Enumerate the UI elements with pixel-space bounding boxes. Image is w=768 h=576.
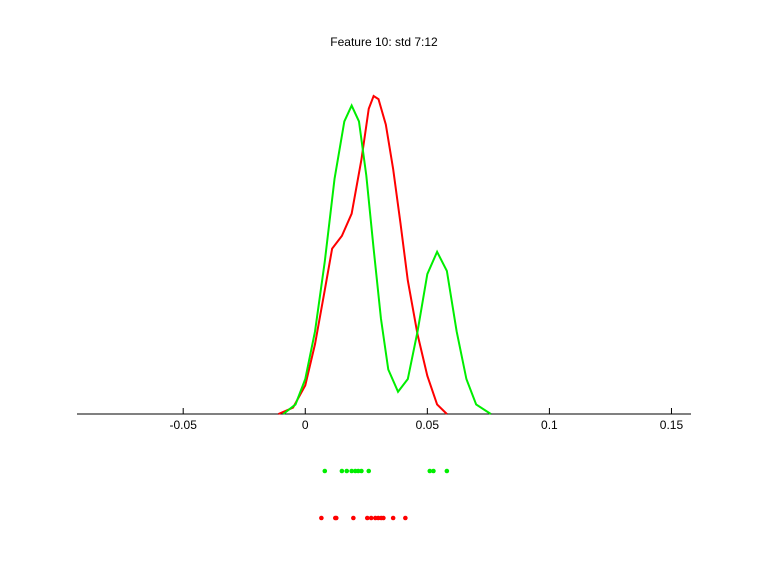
sample-dot: [339, 468, 345, 474]
sample-dot: [351, 515, 356, 521]
sample-dot: [368, 515, 374, 521]
sample-dot: [381, 515, 386, 521]
sample-dot: [359, 468, 364, 474]
sample-dot: [349, 468, 354, 474]
sample-dot: [322, 468, 328, 474]
sample-dot: [344, 468, 350, 474]
x-tick-label: 0.05: [416, 418, 440, 432]
sample-dot: [333, 515, 339, 521]
x-tick-label: -0.05: [170, 418, 198, 432]
sample-dot: [390, 515, 396, 521]
sample-dot: [431, 468, 436, 474]
sample-dot: [366, 468, 372, 474]
x-tick-label: 0: [302, 418, 309, 432]
sample-dot: [403, 515, 408, 521]
sample-dot: [444, 468, 450, 474]
chart-title: Feature 10: std 7:12: [330, 35, 438, 49]
density-line: [278, 94, 448, 415]
sample-dot: [364, 515, 370, 521]
x-tick-label: 0.1: [541, 418, 558, 432]
sample-dot: [319, 515, 324, 521]
sample-dot: [427, 468, 433, 474]
x-tick-label: 0.15: [660, 418, 684, 432]
density-line: [282, 103, 492, 415]
sample-dot: [355, 468, 361, 474]
